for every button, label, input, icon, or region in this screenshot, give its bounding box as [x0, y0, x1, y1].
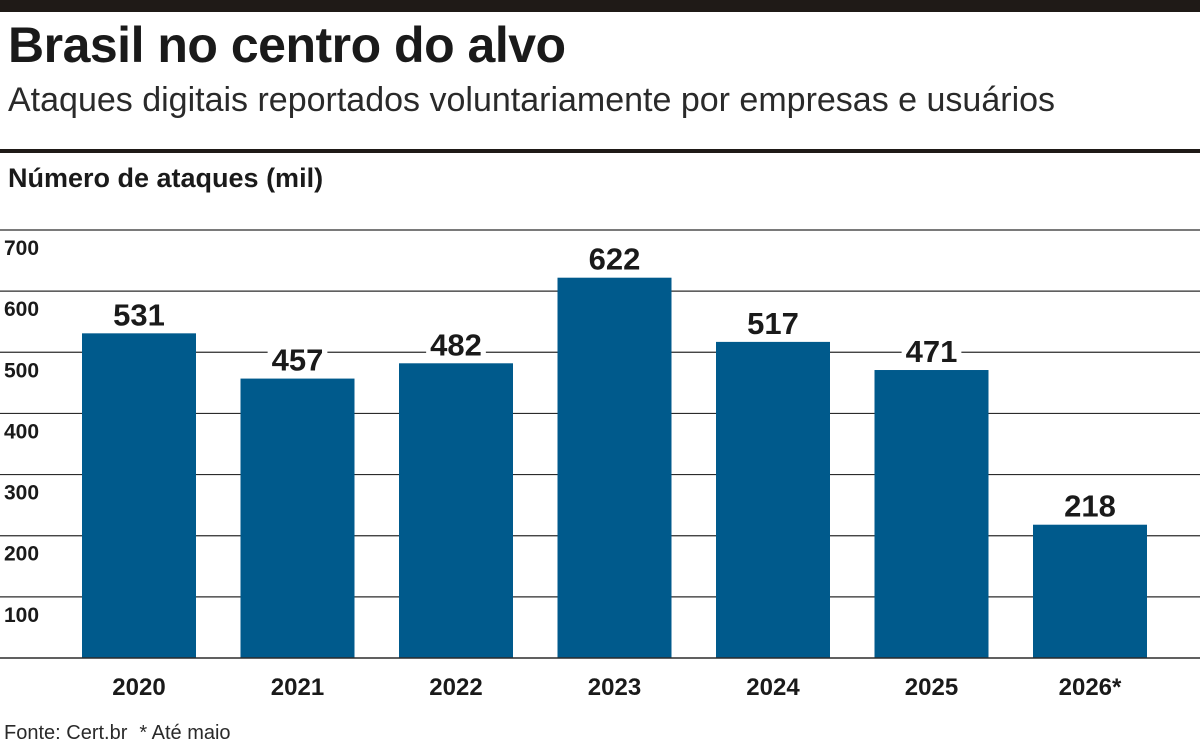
y-tick-label: 200	[4, 543, 39, 566]
x-tick-label: 2025	[905, 674, 958, 701]
data-label: 457	[272, 343, 324, 378]
footnote-text: * Até maio	[139, 722, 231, 744]
y-tick-label: 100	[4, 604, 39, 627]
x-tick-label: 2026*	[1059, 674, 1122, 701]
data-label-backing	[901, 336, 962, 368]
bar	[874, 370, 989, 658]
data-label: 218	[1064, 489, 1116, 524]
chart-title: Brasil no centro do alvo	[8, 17, 566, 73]
data-label-backing	[109, 299, 169, 331]
x-tick-label: 2024	[746, 674, 800, 701]
bar	[716, 341, 830, 658]
source-text: Fonte: Cert.br	[4, 722, 128, 744]
data-label: 482	[430, 327, 482, 362]
y-axis-label: Número de ataques (mil)	[8, 163, 324, 193]
divider-rule	[0, 149, 1200, 153]
x-tick-label: 2021	[271, 674, 324, 701]
bar	[557, 277, 672, 658]
data-label: 471	[906, 334, 958, 369]
bar	[399, 363, 513, 658]
data-label-backing	[584, 243, 645, 275]
chart-subtitle: Ataques digitais reportados voluntariame…	[8, 81, 1056, 119]
data-label: 517	[747, 306, 799, 341]
bar	[82, 333, 196, 658]
x-tick-label: 2022	[429, 674, 482, 701]
y-tick-label: 300	[4, 482, 39, 505]
data-label: 622	[589, 242, 641, 277]
data-label-backing	[743, 307, 803, 339]
data-label-backing	[267, 344, 328, 376]
y-tick-label: 700	[4, 237, 39, 260]
x-tick-label: 2020	[112, 674, 165, 701]
source-note: Fonte: Cert.br * Até maio	[4, 720, 231, 746]
y-tick-label: 500	[4, 359, 39, 382]
data-label-backing	[426, 329, 486, 361]
data-label-backing	[1060, 490, 1120, 522]
data-label: 531	[113, 297, 165, 332]
y-tick-label: 400	[4, 420, 39, 443]
y-tick-label: 600	[4, 298, 39, 321]
bar	[240, 378, 355, 658]
bar	[1033, 524, 1147, 658]
x-tick-label: 2023	[588, 674, 641, 701]
top-rule	[0, 0, 1200, 12]
